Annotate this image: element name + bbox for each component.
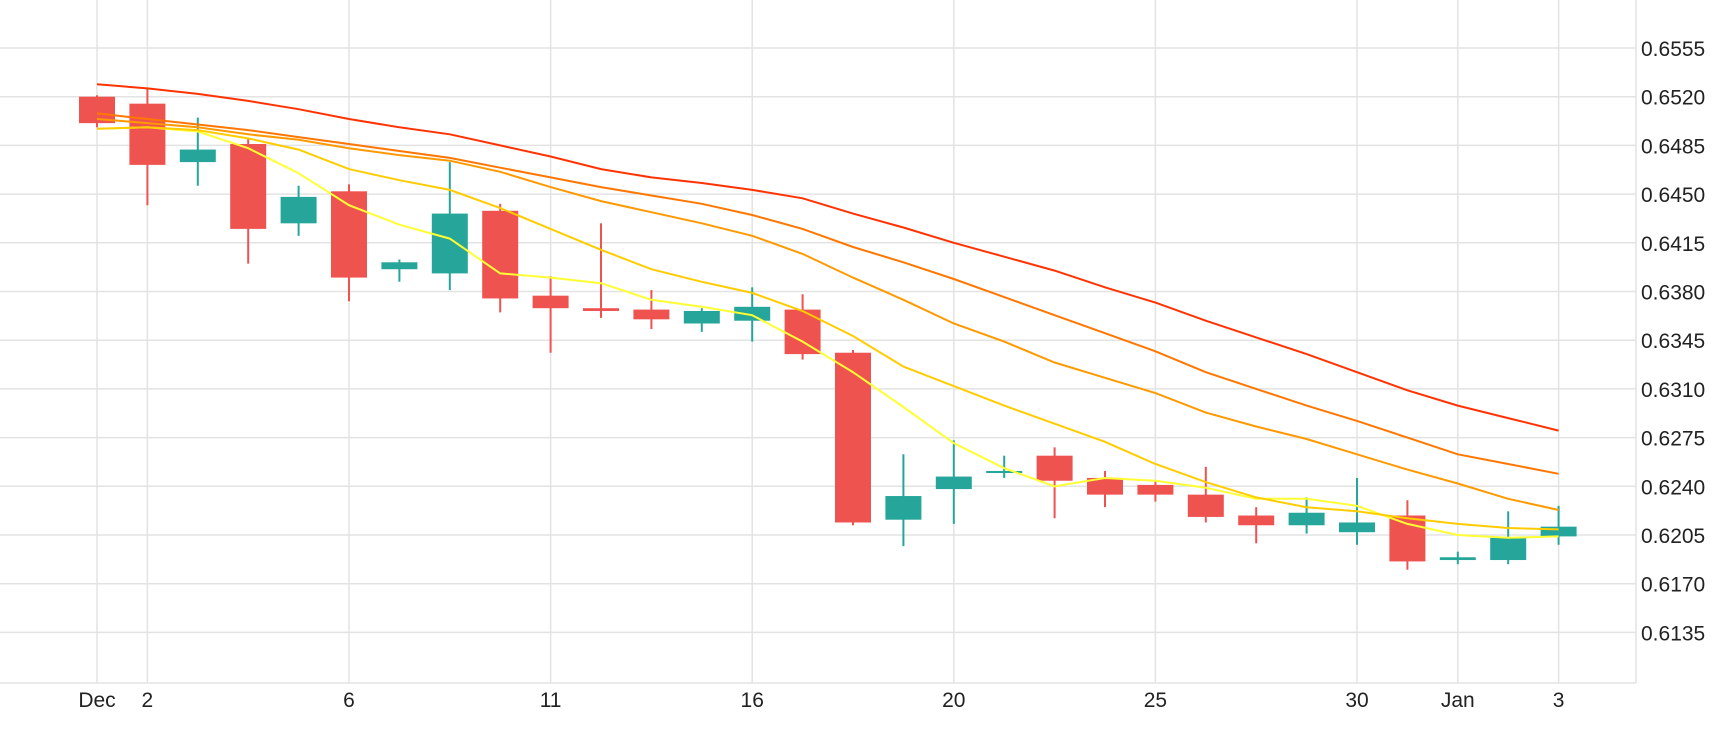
y-tick-label: 0.6205 bbox=[1641, 525, 1705, 548]
candle bbox=[179, 117, 216, 186]
candle bbox=[230, 138, 267, 264]
candle-body bbox=[1087, 477, 1123, 495]
y-tick-label: 0.6345 bbox=[1641, 330, 1705, 353]
candle-body bbox=[633, 309, 670, 320]
candle-body bbox=[532, 295, 569, 309]
x-tick-label: Dec bbox=[78, 689, 115, 712]
candle-body bbox=[986, 470, 1023, 473]
candle bbox=[885, 454, 922, 547]
moving-average-line bbox=[96, 83, 1559, 432]
candle-body bbox=[1187, 494, 1224, 517]
candle bbox=[1087, 470, 1123, 508]
candle bbox=[1439, 551, 1476, 565]
candle-body bbox=[79, 96, 115, 124]
candle-body bbox=[1389, 515, 1426, 562]
candle bbox=[583, 223, 619, 318]
candle bbox=[532, 276, 569, 353]
y-tick-label: 0.6380 bbox=[1641, 282, 1705, 305]
candle bbox=[482, 203, 519, 313]
candle-body bbox=[129, 103, 166, 165]
y-tick-label: 0.6310 bbox=[1641, 379, 1705, 402]
candle-body bbox=[1137, 484, 1174, 495]
candle-body bbox=[1540, 526, 1577, 537]
candle bbox=[381, 259, 418, 282]
candle-body bbox=[885, 496, 922, 520]
candle bbox=[835, 349, 871, 526]
candle bbox=[331, 184, 367, 302]
x-tick-label: 11 bbox=[540, 689, 562, 712]
moving-averages bbox=[96, 83, 1559, 539]
candle bbox=[79, 95, 115, 128]
candle bbox=[431, 162, 468, 291]
candle-body bbox=[583, 308, 619, 311]
y-tick-label: 0.6450 bbox=[1641, 184, 1705, 207]
candle bbox=[1187, 466, 1224, 523]
candle-body bbox=[1490, 537, 1527, 561]
candle-body bbox=[431, 213, 468, 274]
x-tick-label: 16 bbox=[741, 689, 764, 712]
x-tick-label: 30 bbox=[1345, 689, 1368, 712]
y-tick-label: 0.6485 bbox=[1641, 135, 1705, 158]
x-tick-label: 6 bbox=[343, 689, 355, 712]
moving-average-line bbox=[96, 126, 1559, 531]
moving-average-line bbox=[96, 112, 1559, 475]
candle-body bbox=[935, 476, 972, 490]
candle-body bbox=[1238, 515, 1275, 526]
y-tick-label: 0.6555 bbox=[1641, 38, 1705, 61]
candle-body bbox=[683, 310, 720, 324]
x-tick-label: 20 bbox=[942, 689, 965, 712]
candle-body bbox=[280, 196, 317, 224]
candle bbox=[1389, 500, 1426, 570]
candles bbox=[79, 88, 1577, 570]
candle-body bbox=[482, 210, 519, 299]
candle bbox=[1288, 497, 1325, 534]
candle bbox=[986, 455, 1023, 478]
y-tick-label: 0.6170 bbox=[1641, 574, 1705, 597]
candle bbox=[1036, 447, 1073, 519]
candle-body bbox=[230, 144, 267, 229]
candle-body bbox=[1339, 522, 1375, 533]
candle bbox=[1238, 507, 1275, 544]
x-tick-label: 3 bbox=[1553, 689, 1565, 712]
candle bbox=[129, 88, 166, 206]
x-tick-label: 25 bbox=[1144, 689, 1167, 712]
candle bbox=[1540, 505, 1577, 545]
x-tick-label: Jan bbox=[1441, 689, 1475, 712]
candle bbox=[633, 290, 670, 330]
y-tick-label: 0.6275 bbox=[1641, 428, 1705, 451]
candle-body bbox=[734, 306, 771, 321]
y-tick-label: 0.6415 bbox=[1641, 233, 1705, 256]
candle-body bbox=[835, 352, 871, 523]
moving-average-line bbox=[96, 118, 1559, 511]
y-tick-label: 0.6240 bbox=[1641, 476, 1705, 499]
moving-average-line bbox=[96, 126, 1559, 539]
candle-body bbox=[1036, 455, 1073, 481]
candle bbox=[280, 185, 317, 236]
y-tick-label: 0.6135 bbox=[1641, 622, 1705, 645]
candle-body bbox=[1439, 557, 1476, 561]
candle-body bbox=[381, 262, 418, 270]
y-tick-label: 0.6520 bbox=[1641, 87, 1705, 110]
candle bbox=[935, 440, 972, 524]
x-tick-label: 2 bbox=[142, 689, 154, 712]
candle bbox=[1137, 480, 1174, 502]
candle-body bbox=[179, 149, 216, 163]
candle bbox=[683, 308, 720, 332]
candle-body bbox=[1288, 512, 1325, 526]
